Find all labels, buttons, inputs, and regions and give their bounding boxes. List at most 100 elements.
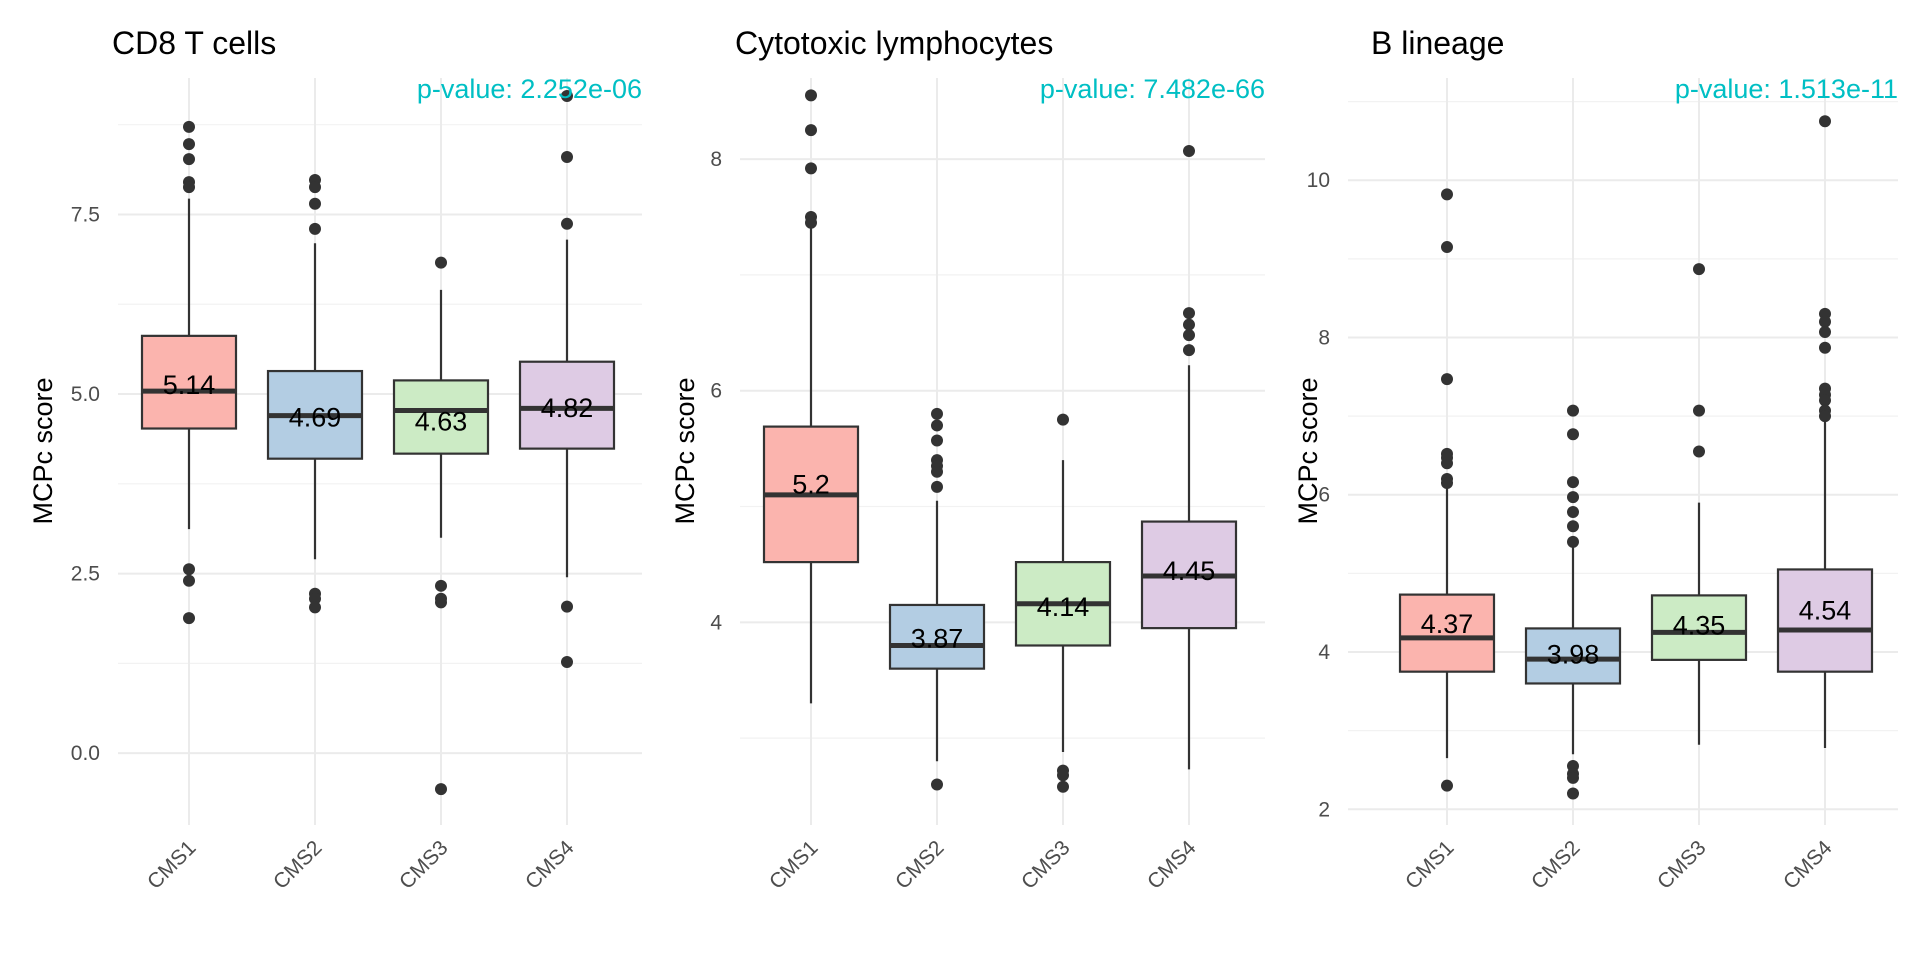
x-tick-label: CMS4 xyxy=(521,836,579,894)
x-tick-label: CMS3 xyxy=(1653,836,1711,894)
p-value-annotation: p-value: 7.482e-66 xyxy=(1040,74,1265,104)
outlier-point xyxy=(561,217,573,230)
outlier-point xyxy=(435,596,447,609)
outlier-point xyxy=(435,783,447,796)
x-tick-label: CMS2 xyxy=(1527,836,1585,894)
outlier-point xyxy=(931,465,943,478)
value-label: 4.63 xyxy=(415,407,468,437)
outlier-point xyxy=(309,197,321,210)
outlier-point xyxy=(1819,115,1831,128)
outlier-point xyxy=(931,419,943,432)
outlier-point xyxy=(1819,325,1831,338)
box-iqr xyxy=(392,379,490,455)
x-tick-label: CMS2 xyxy=(891,836,949,894)
outlier-point xyxy=(1183,344,1195,357)
outlier-point xyxy=(183,612,195,625)
panel-title: CD8 T cells xyxy=(112,25,276,61)
outlier-point xyxy=(1057,780,1069,793)
box-iqr xyxy=(1524,627,1622,685)
box-cms1: 4.37 xyxy=(1398,188,1496,792)
outlier-point xyxy=(561,89,573,102)
plot-area: 2 4 6 8 10 4.37 CMS1 3.98 CMS2 4.35 CMS3 4.54 CMS4 xyxy=(1307,78,1898,894)
outlier-point xyxy=(1441,457,1453,470)
outlier-point xyxy=(1819,315,1831,328)
y-tick-label: 0.0 xyxy=(71,742,100,765)
box-cms3: 4.63 xyxy=(392,256,490,796)
outlier-point xyxy=(1567,506,1579,519)
outlier-point xyxy=(1441,373,1453,386)
outlier-point xyxy=(1441,476,1453,489)
outlier-point xyxy=(1567,787,1579,800)
x-tick-label: CMS4 xyxy=(1779,836,1837,894)
y-tick-label: 10 xyxy=(1307,169,1330,192)
outlier-point xyxy=(1567,428,1579,441)
outlier-point xyxy=(183,563,195,576)
y-tick-label: 2 xyxy=(1318,798,1330,821)
outlier-point xyxy=(183,181,195,194)
value-label: 3.87 xyxy=(911,623,964,653)
box-cms4: 4.54 xyxy=(1776,115,1874,748)
box-cms3: 4.35 xyxy=(1650,263,1748,745)
box-iqr xyxy=(1398,593,1496,673)
outlier-point xyxy=(1567,520,1579,533)
outlier-point xyxy=(931,778,943,791)
outlier-point xyxy=(805,89,817,102)
outlier-point xyxy=(1057,769,1069,782)
box-iqr xyxy=(140,334,238,430)
outlier-point xyxy=(561,151,573,164)
y-axis-label: MCPc score xyxy=(670,377,700,524)
y-tick-label: 8 xyxy=(710,148,722,171)
outlier-point xyxy=(183,574,195,587)
outlier-point xyxy=(1567,404,1579,417)
outlier-point xyxy=(1183,318,1195,331)
outlier-point xyxy=(1819,410,1831,423)
plot-area: 0.0 2.5 5.0 7.5 5.14 CMS1 4.69 CMS2 4.63 CMS3 4.82… xyxy=(71,78,642,894)
outlier-point xyxy=(1183,307,1195,320)
value-label: 4.35 xyxy=(1673,610,1726,640)
outlier-point xyxy=(309,601,321,614)
outlier-point xyxy=(309,222,321,235)
outlier-point xyxy=(931,407,943,420)
x-tick-label: CMS1 xyxy=(765,836,823,894)
panel-cd8-t-cells: CD8 T cells MCPc score 0.0 2.5 5.0 7.5 5.14 C… xyxy=(28,25,642,894)
outlier-point xyxy=(1183,329,1195,342)
outlier-point xyxy=(1441,188,1453,201)
box-cms1: 5.14 xyxy=(140,120,238,625)
value-label: 4.45 xyxy=(1163,556,1216,586)
box-cms2: 3.87 xyxy=(888,407,986,791)
value-label: 4.37 xyxy=(1421,609,1474,639)
box-iqr xyxy=(888,603,986,670)
y-tick-label: 6 xyxy=(1318,484,1330,507)
y-tick-label: 2.5 xyxy=(71,563,100,586)
y-axis-label: MCPc score xyxy=(28,377,58,524)
box-cms4: 4.82 xyxy=(518,89,616,668)
outlier-point xyxy=(183,138,195,151)
x-tick-label: CMS4 xyxy=(1143,836,1201,894)
outlier-point xyxy=(805,162,817,175)
box-iqr xyxy=(1776,568,1874,673)
y-tick-label: 4 xyxy=(1318,641,1330,664)
outlier-point xyxy=(183,120,195,133)
outlier-point xyxy=(561,655,573,668)
box-iqr xyxy=(518,360,616,450)
outlier-point xyxy=(1693,263,1705,276)
x-tick-label: CMS2 xyxy=(269,836,327,894)
p-value-annotation: p-value: 1.513e-11 xyxy=(1675,74,1898,104)
box-cms4: 4.45 xyxy=(1140,144,1238,770)
box-iqr xyxy=(1650,594,1748,661)
box-cms2: 3.98 xyxy=(1524,404,1622,800)
value-label: 4.82 xyxy=(541,393,594,423)
outlier-point xyxy=(1567,771,1579,784)
y-tick-label: 8 xyxy=(1318,326,1330,349)
value-label: 4.54 xyxy=(1799,596,1852,626)
outlier-point xyxy=(1567,491,1579,504)
value-label: 5.14 xyxy=(163,370,216,400)
value-label: 4.14 xyxy=(1037,592,1090,622)
outlier-point xyxy=(1441,779,1453,792)
panel-b-lineage: B lineage MCPc score 2 4 6 8 10 4.37 CMS1 3.98 C… xyxy=(1293,25,1898,894)
box-cms3: 4.14 xyxy=(1014,413,1112,793)
x-tick-label: CMS3 xyxy=(1017,836,1075,894)
outlier-point xyxy=(805,216,817,229)
outlier-point xyxy=(435,579,447,592)
